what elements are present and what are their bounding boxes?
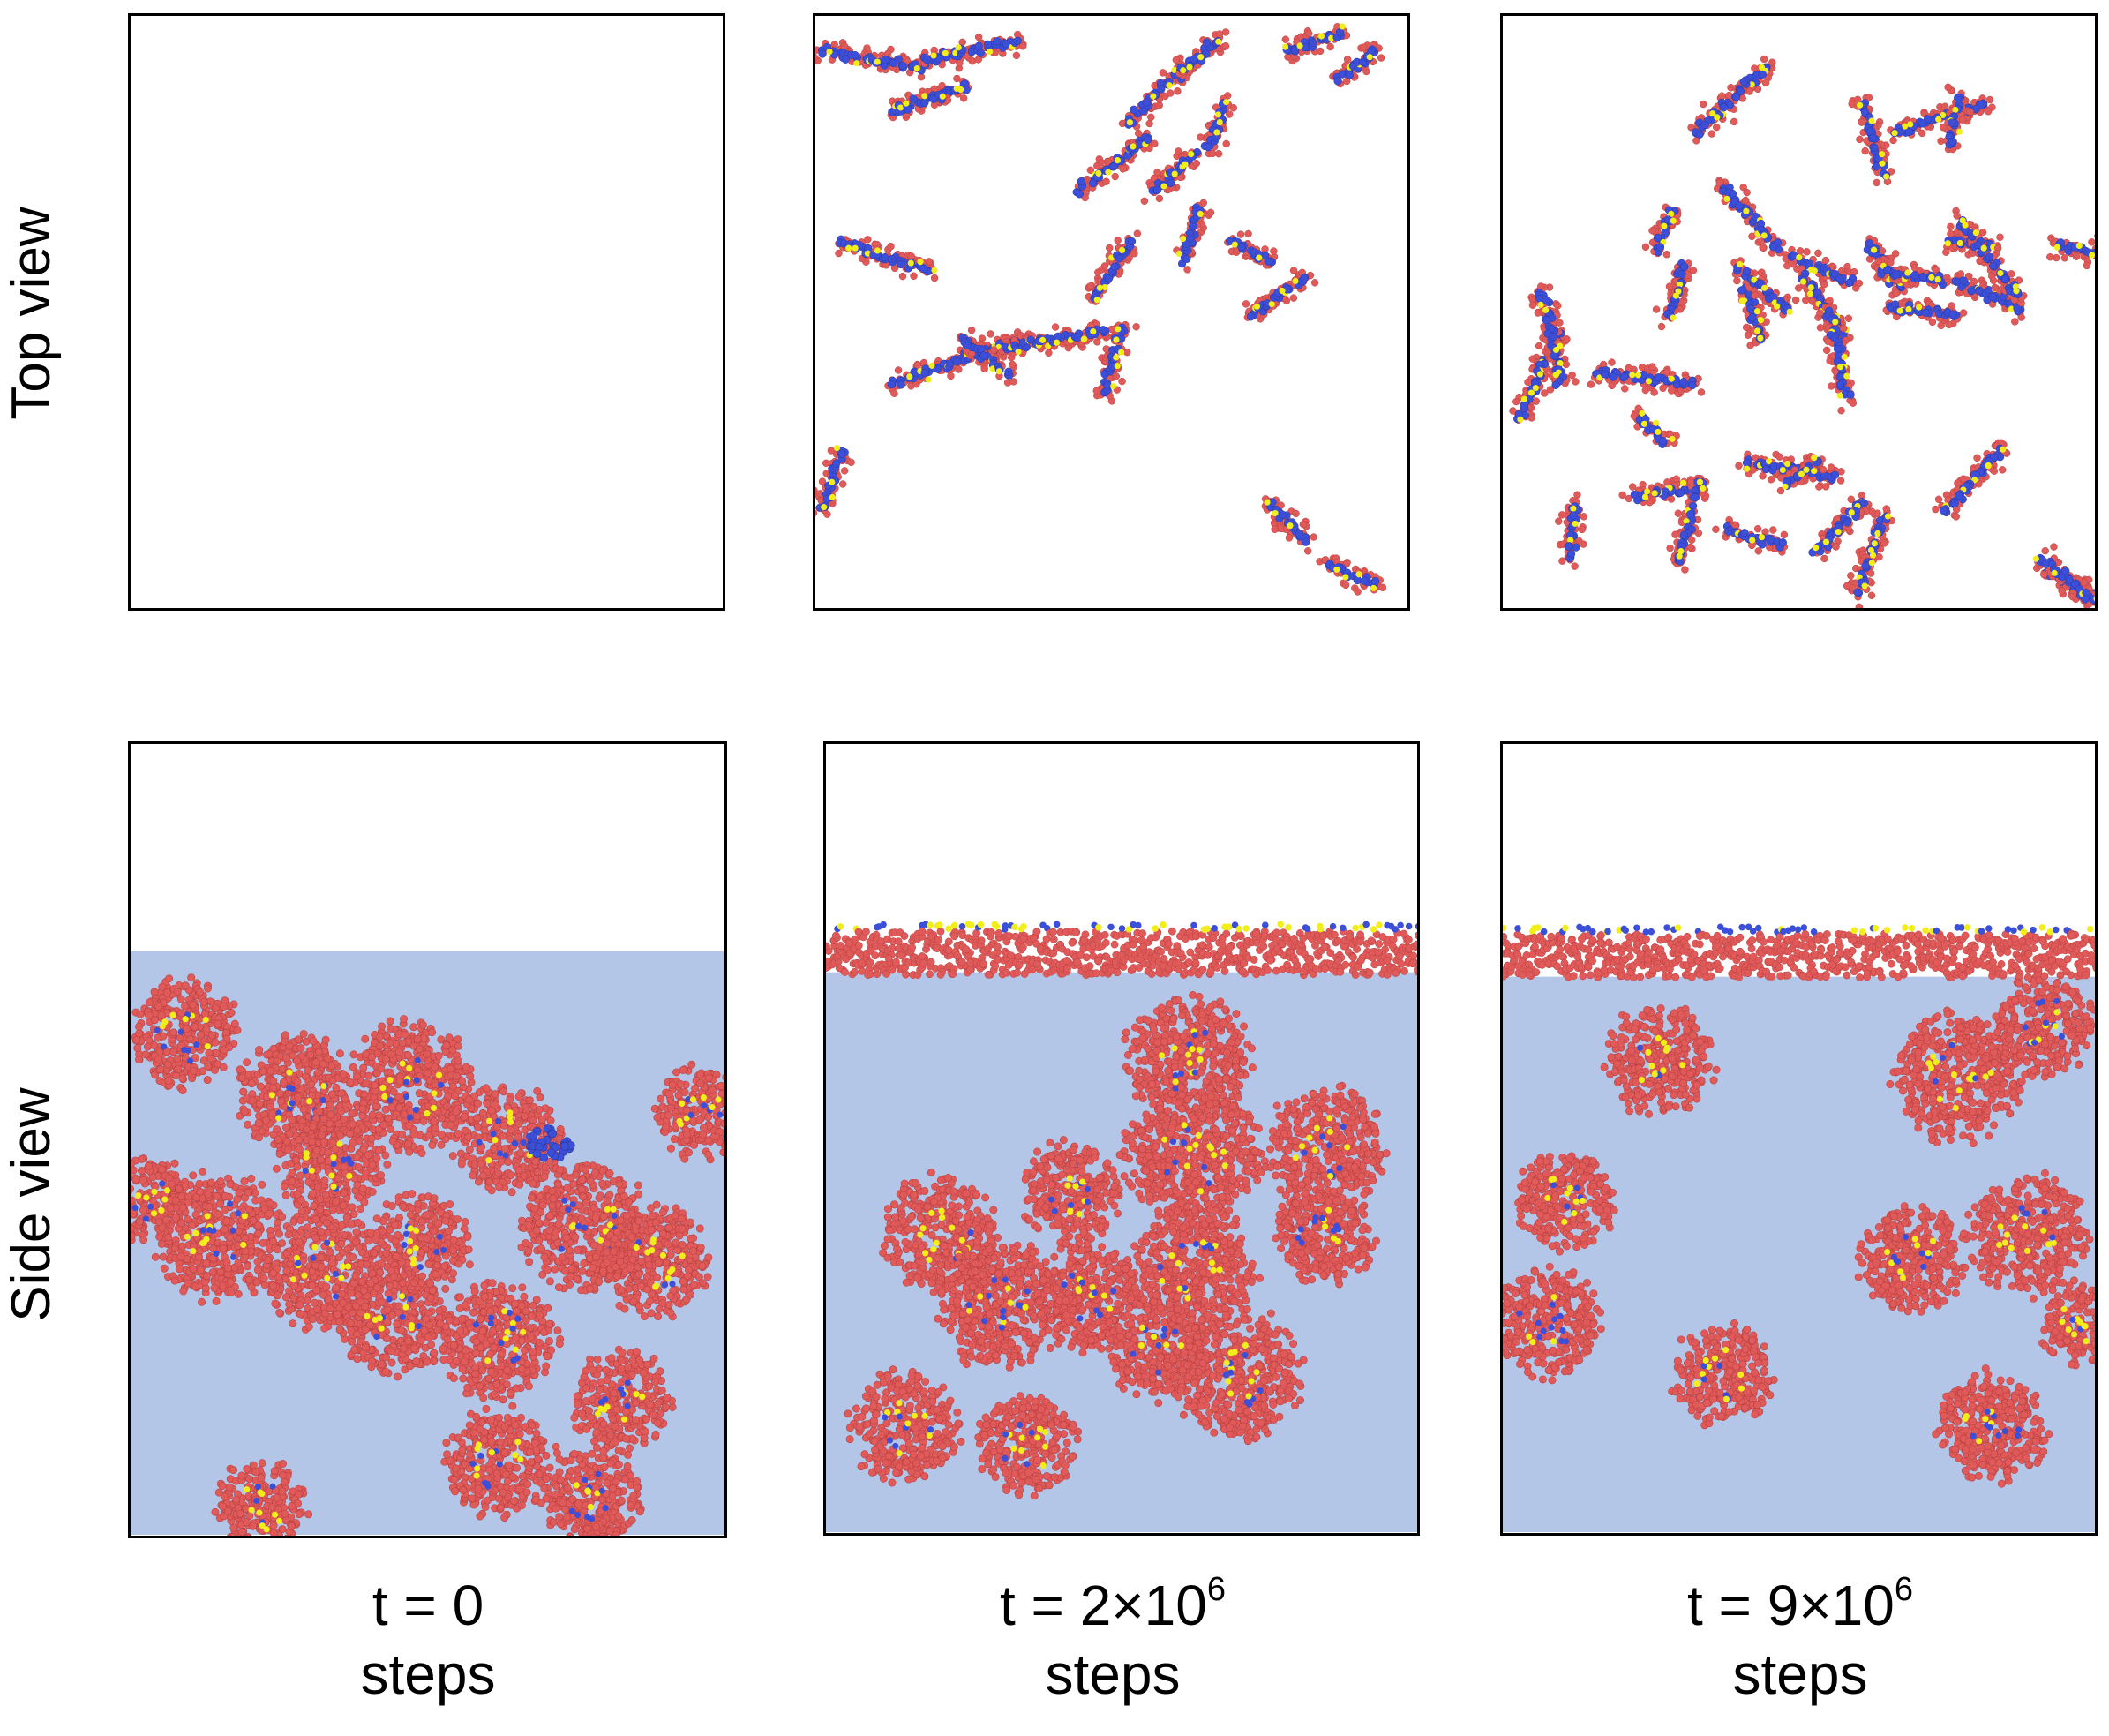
side-view-particles-t0 [131,951,724,1536]
side-view-particles-t2e6 [826,921,1417,1533]
side-view-panel-t2e6 [823,741,1420,1536]
aggregate-network [815,23,1387,596]
time-label-3: t = 9×106 [1500,1571,2100,1640]
caption-column-3: t = 9×106 steps [1500,1571,2100,1709]
row-label-side-view: Side view [0,1072,62,1337]
caption-column-1: t = 0 steps [128,1571,728,1709]
micelle-cluster [826,921,1417,1500]
top-view-panel-t2e6 [813,13,1410,611]
caption-column-2: t = 2×106 steps [813,1571,1413,1709]
time-label-2: t = 2×106 [813,1571,1413,1640]
top-view-particles-t2e6 [815,23,1387,596]
micelle-cluster [1503,923,2095,1488]
side-view-particles-t9e6 [1503,923,2095,1533]
aggregate-network [1509,55,2095,608]
steps-label-2: steps [813,1640,1413,1709]
time-label-1: t = 0 [128,1571,728,1640]
top-view-panel-t0 [128,13,725,611]
steps-label-1: steps [128,1640,728,1709]
top-view-panel-t9e6 [1500,13,2098,611]
row-label-top-view: Top view [0,199,62,428]
top-view-particles-t9e6 [1509,55,2095,608]
side-view-panel-t9e6 [1500,741,2098,1536]
side-view-panel-t0 [128,741,727,1538]
steps-label-3: steps [1500,1640,2100,1709]
micelle-cluster [131,973,724,1536]
